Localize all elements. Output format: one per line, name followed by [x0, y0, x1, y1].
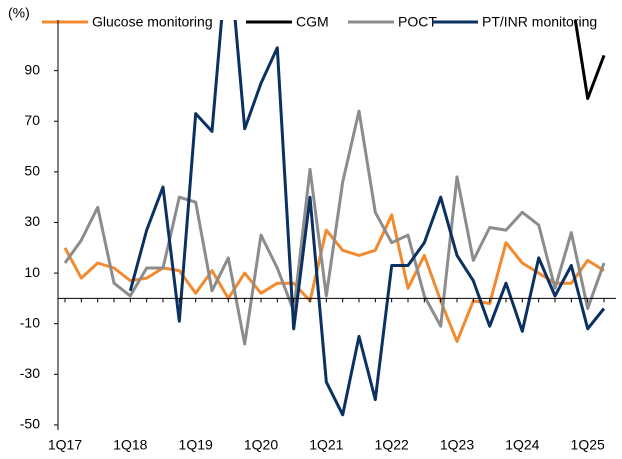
series-line [128, 20, 606, 417]
legend-label: POCT [398, 14, 437, 30]
y-tick-label: 10 [24, 264, 40, 280]
x-tick-label: 1Q20 [244, 437, 278, 453]
x-tick-label: 1Q18 [113, 437, 147, 453]
y-tick-label: 70 [24, 112, 40, 128]
y-tick-label: -30 [20, 365, 40, 381]
x-tick-label: 1Q24 [505, 437, 539, 453]
x-tick-label: 1Q25 [571, 437, 605, 453]
x-tick-label: 1Q21 [309, 437, 343, 453]
y-tick-label: 90 [24, 61, 40, 77]
x-tick-label: 1Q17 [48, 437, 82, 453]
y-unit: (%) [8, 5, 30, 21]
plot-area [63, 20, 606, 417]
legend-label: CGM [296, 14, 329, 30]
legend-label: PT/INR monitoring [482, 14, 597, 30]
y-tick-label: 50 [24, 163, 40, 179]
x-tick-label: 1Q22 [375, 437, 409, 453]
legend: Glucose monitoring CGM POCT PT/INR monitori… [42, 14, 597, 30]
series-line [63, 109, 606, 346]
x-tick-label: 1Q23 [440, 437, 474, 453]
legend-label: Glucose monitoring [92, 14, 213, 30]
y-tick-label: -10 [20, 314, 40, 330]
series-line [573, 20, 606, 100]
x-tick-label: 1Q19 [179, 437, 213, 453]
y-tick-label: 30 [24, 213, 40, 229]
y-tick-label: -50 [20, 416, 40, 432]
